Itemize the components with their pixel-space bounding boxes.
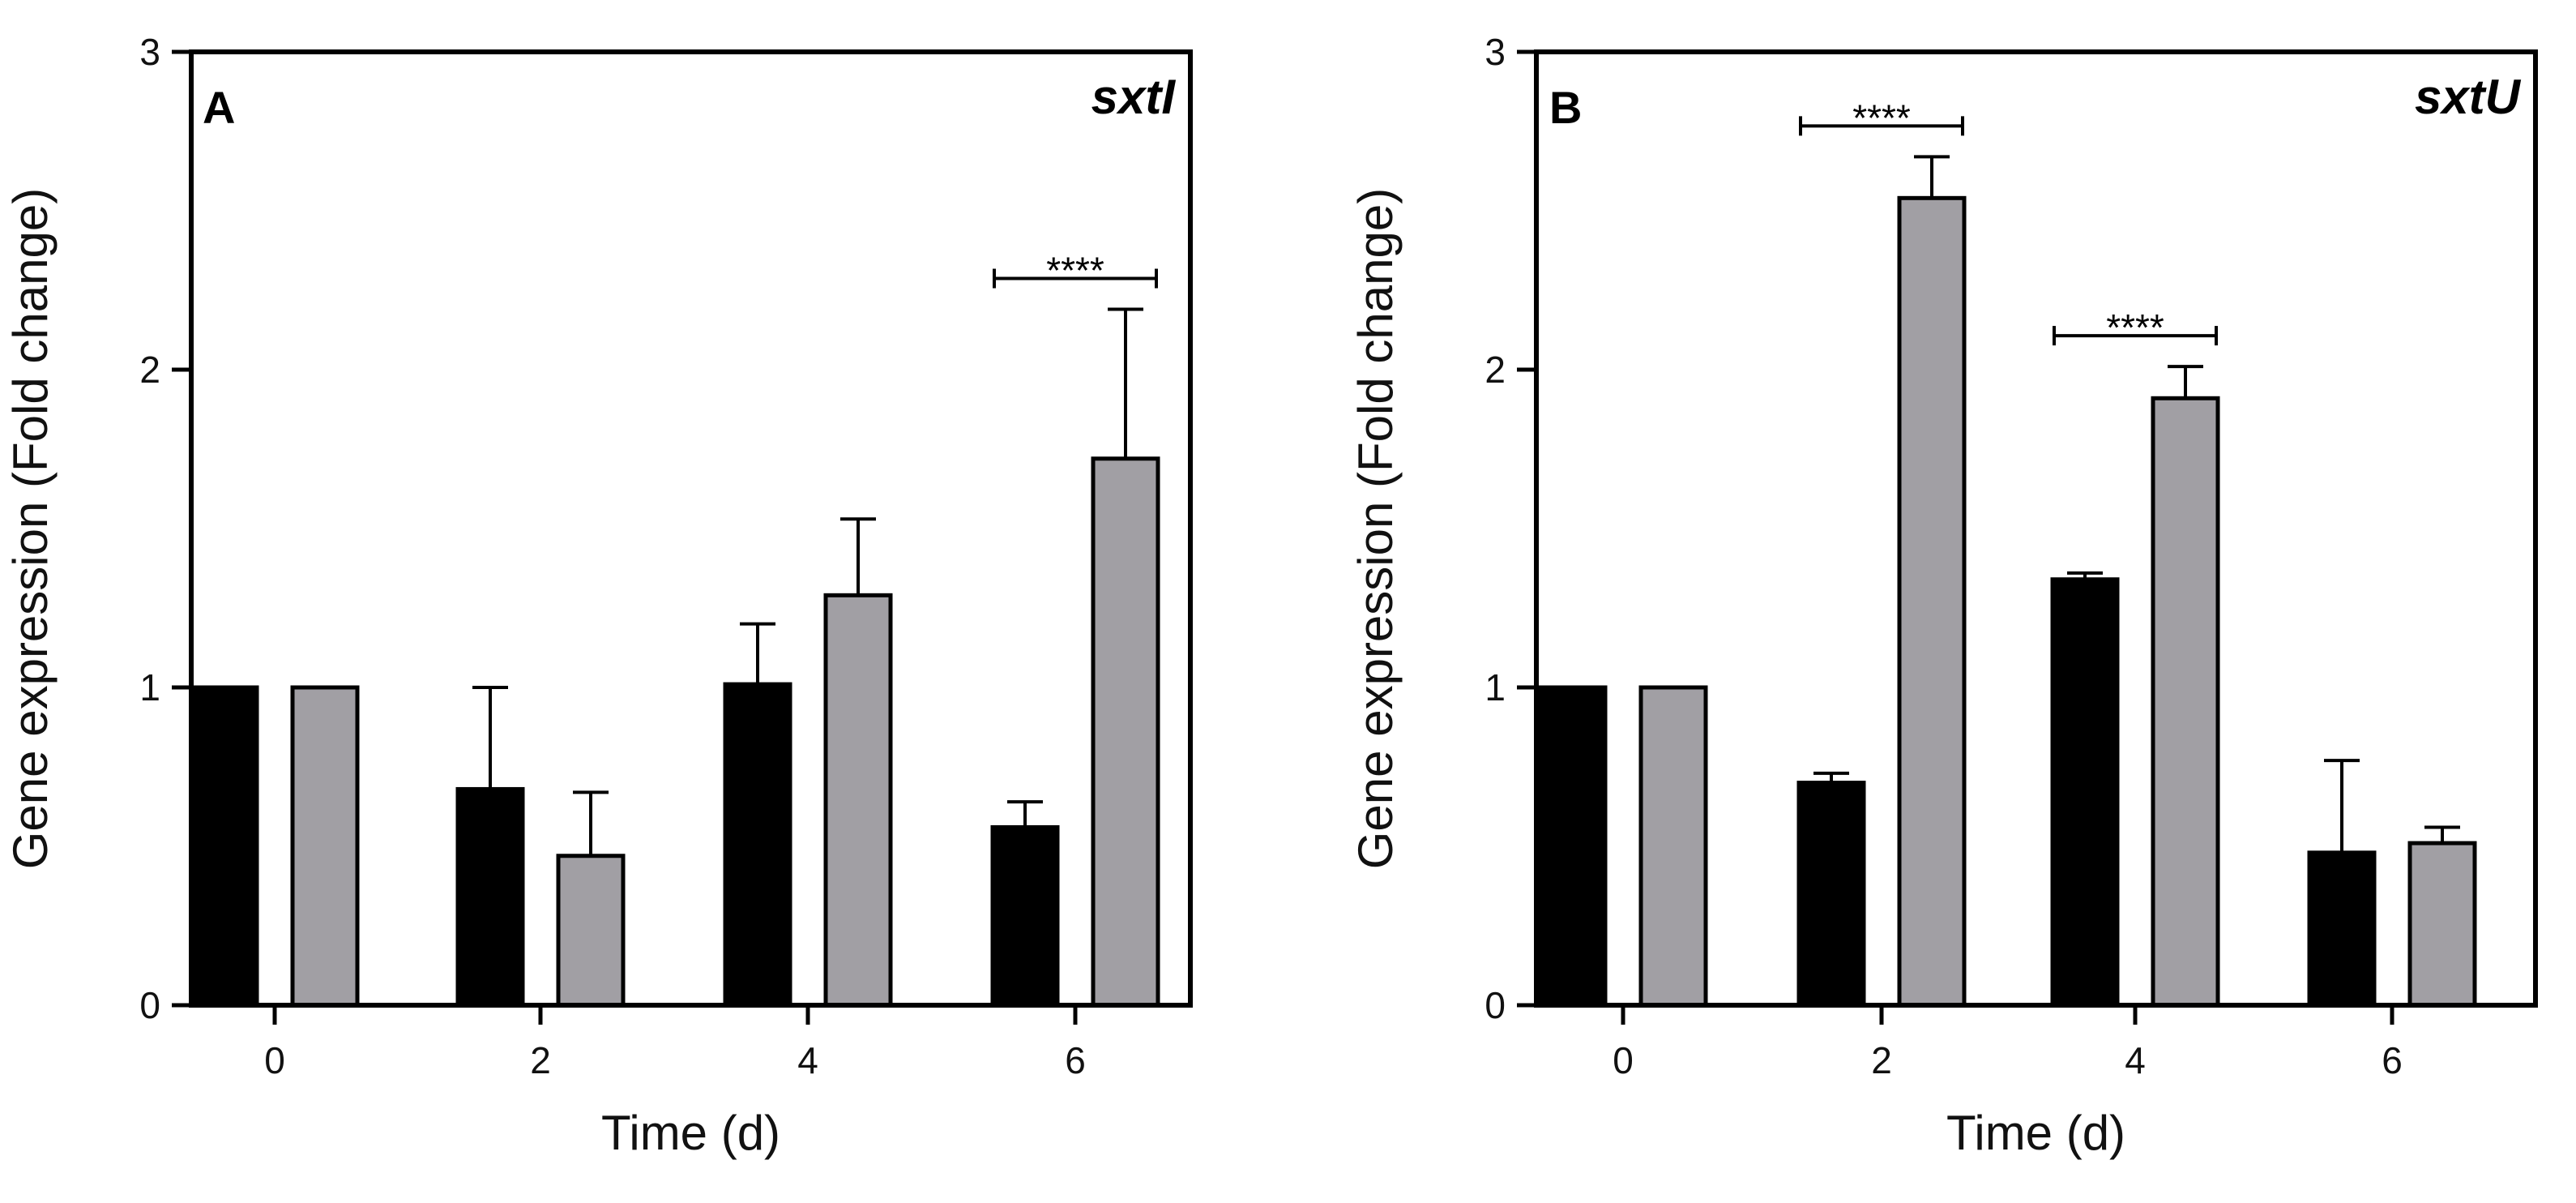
x-tick-label: 6 (2382, 1039, 2403, 1081)
bar-series-2-4 (2151, 396, 2220, 1008)
bar-series-1-4 (2050, 577, 2120, 1008)
plot-frame (1534, 49, 2538, 1008)
x-tick-label: 2 (530, 1039, 551, 1081)
bar-series-2-4 (823, 593, 893, 1008)
bar-series-2-0 (1638, 685, 1708, 1008)
panel-letter: A (203, 82, 235, 133)
plot-frame (189, 49, 1193, 1008)
gene-title: sxtU (2415, 70, 2522, 124)
y-tick-label: 2 (139, 349, 160, 391)
y-tick-label: 0 (1485, 984, 1506, 1026)
y-axis-title: Gene expression (Fold change) (1348, 188, 1403, 869)
bar-series-1-0 (190, 685, 259, 1008)
panel-letter: B (1549, 82, 1582, 133)
bar-series-2-2 (556, 854, 626, 1008)
y-tick-label: 0 (139, 984, 160, 1026)
y-tick-label: 1 (1485, 666, 1506, 709)
x-tick-label: 4 (797, 1039, 818, 1081)
x-tick-label: 6 (1065, 1039, 1086, 1081)
x-tick-label: 0 (1613, 1039, 1634, 1081)
significance-label: **** (2106, 306, 2164, 349)
x-axis-title: Time (d) (601, 1106, 780, 1160)
bar-series-1-4 (723, 682, 792, 1008)
gene-title: sxtI (1091, 70, 1177, 124)
y-axis-title: Gene expression (Fold change) (3, 188, 58, 869)
y-tick-label: 3 (1485, 31, 1506, 73)
panel-b: **** **** 0 1 2 3 0 2 4 6 Time (d) Gene expression … (1348, 31, 2538, 1160)
x-tick-label: 2 (1871, 1039, 1892, 1081)
bar-series-2-2 (1897, 195, 1967, 1008)
bar-series-1-6 (2307, 850, 2377, 1008)
y-tick-label: 2 (1485, 349, 1506, 391)
y-tick-label: 1 (139, 666, 160, 709)
bar-series-2-6 (1091, 456, 1160, 1008)
x-tick-label: 4 (2125, 1039, 2146, 1081)
bar-series-1-0 (1538, 685, 1608, 1008)
x-axis-title: Time (d) (1946, 1106, 2125, 1160)
significance-label: **** (1046, 250, 1104, 292)
bar-series-2-0 (290, 685, 360, 1008)
significance-label: **** (1852, 96, 1911, 139)
x-tick-label: 0 (264, 1039, 285, 1081)
panel-a: **** 0 1 2 3 0 2 4 6 Time (d) Gene expression (Fol… (3, 31, 1193, 1160)
bar-series-1-6 (990, 824, 1060, 1008)
bar-series-1-2 (1796, 781, 1866, 1008)
y-tick-label: 3 (139, 31, 160, 73)
bar-series-2-6 (2407, 841, 2477, 1008)
bar-series-1-2 (455, 786, 525, 1008)
